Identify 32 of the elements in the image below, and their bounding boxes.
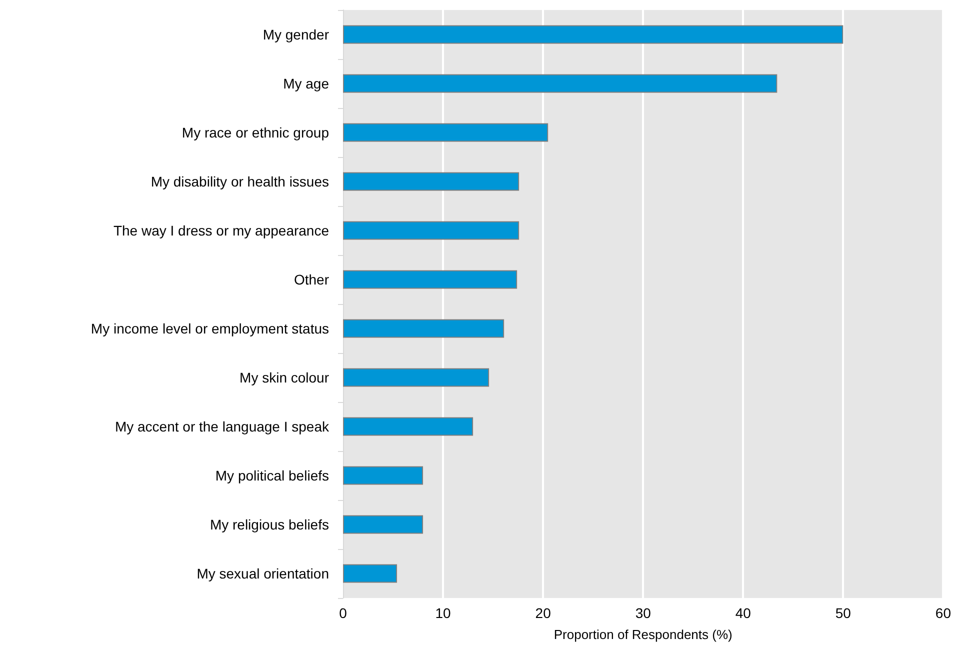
y-tick-label: My sexual orientation <box>196 566 329 582</box>
y-tick-label: My disability or health issues <box>150 174 329 190</box>
x-tick-label: 0 <box>339 605 348 621</box>
y-tick-label: My gender <box>262 26 330 42</box>
y-tick-label: My age <box>283 76 330 92</box>
bar <box>343 74 778 93</box>
bar <box>343 466 424 485</box>
x-axis-title: Proportion of Respondents (%) <box>554 627 732 642</box>
x-tick-label: 40 <box>735 605 752 621</box>
bar <box>343 25 844 44</box>
bar <box>343 319 504 338</box>
bar <box>343 515 424 534</box>
y-tick-label: My skin colour <box>240 370 330 386</box>
x-tick-label: 60 <box>935 605 952 621</box>
x-tick-label: 30 <box>635 605 652 621</box>
bar <box>343 368 490 387</box>
x-tick-label: 10 <box>435 605 452 621</box>
y-tick-label: My race or ethnic group <box>182 124 330 140</box>
bar <box>343 564 398 583</box>
y-tick-label: The way I dress or my appearance <box>113 222 330 238</box>
y-tick-label: My income level or employment status <box>90 320 329 336</box>
bar <box>343 123 548 142</box>
y-tick-label: Other <box>294 272 330 288</box>
x-tick-label: 50 <box>835 605 852 621</box>
bar <box>343 417 474 436</box>
y-tick-label: My accent or the language I speak <box>114 418 330 434</box>
bar <box>343 172 520 191</box>
x-tick-label: 20 <box>535 605 552 621</box>
bar <box>343 270 518 289</box>
y-tick-label: My religious beliefs <box>210 516 329 532</box>
bar <box>343 221 520 240</box>
y-tick-label: My political beliefs <box>215 468 329 484</box>
